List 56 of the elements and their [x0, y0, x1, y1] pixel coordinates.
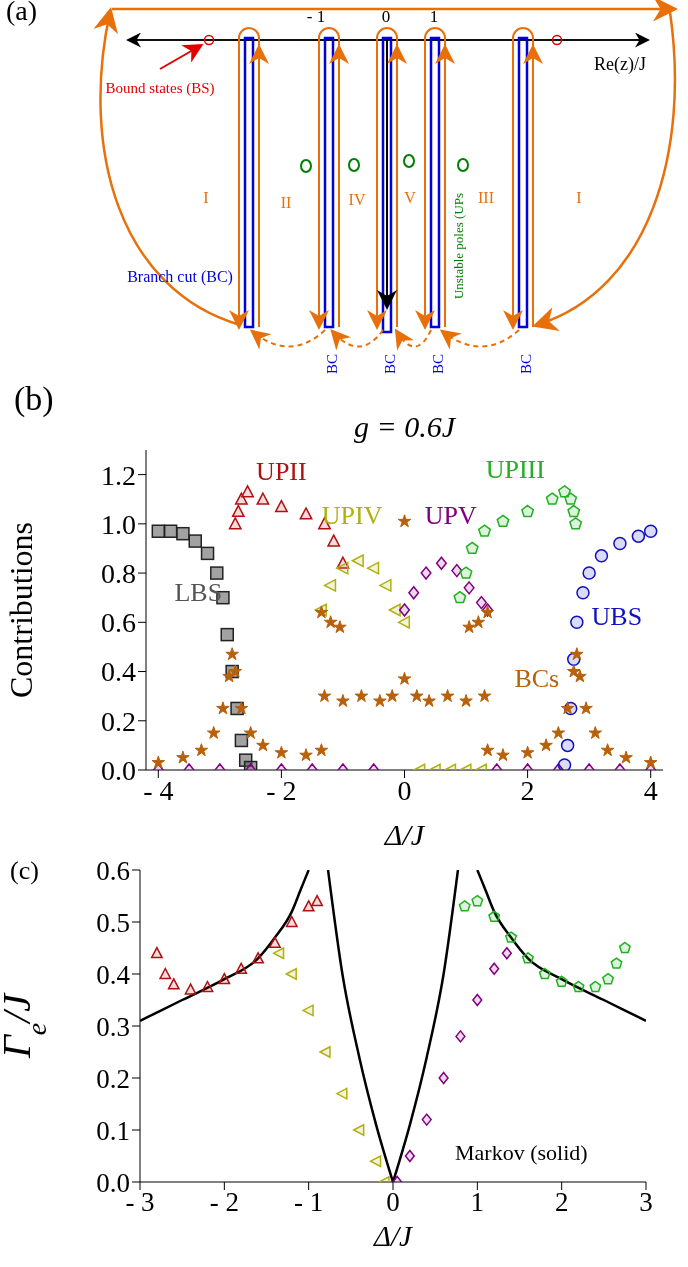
y-axis-title: Contributions [3, 521, 39, 699]
y-tick-label: 0.0 [101, 754, 136, 786]
series-label: BCs [514, 663, 560, 694]
text: Re(z)/J [594, 54, 646, 76]
text: (a) [6, 0, 38, 26]
chart-title: g = 0.6J [352, 410, 457, 444]
series-label: UPIV [321, 501, 383, 532]
text: V [404, 188, 417, 206]
x-tick-label: - 4 [143, 774, 174, 806]
x-tick-label: - 2 [209, 1187, 239, 1218]
text: I [576, 188, 582, 206]
text: (b) [14, 380, 54, 418]
y-tick-label: 0.4 [96, 959, 131, 990]
x-tick-label: 1 [470, 1187, 485, 1218]
x-tick-label: - 1 [294, 1187, 324, 1218]
y-tick-label: 0.5 [96, 907, 130, 938]
y-tick-label: 0.3 [96, 1011, 130, 1042]
x-axis-title: Δ/J [383, 818, 426, 852]
text: III [478, 188, 494, 206]
series-label: UPII [256, 457, 307, 488]
series-label: LBS [174, 577, 223, 608]
x-axis-title: Δ/J [372, 1220, 414, 1253]
text: Unstable poles (UPs [450, 192, 466, 300]
y-tick-label: 0.1 [96, 1115, 130, 1146]
text: I [203, 188, 209, 206]
text: 1 [429, 6, 439, 26]
x-tick-label: 0 [397, 774, 412, 806]
text: II [280, 193, 292, 211]
x-tick-label: 4 [643, 774, 658, 806]
text: IV [348, 190, 366, 208]
y-tick-label: 1.2 [101, 459, 136, 491]
text: 0 [381, 6, 391, 26]
y-tick-label: 0.2 [101, 705, 136, 737]
y-tick-label: 0.4 [101, 656, 136, 688]
x-tick-label: 2 [554, 1187, 569, 1218]
annotation: Markov (solid) [455, 1140, 588, 1166]
text: BC [430, 353, 447, 375]
y-tick-label: 1.0 [101, 508, 136, 540]
text: Bound states (BS) [105, 80, 215, 98]
y-tick-label: 0.0 [96, 1167, 130, 1198]
text: BC [324, 353, 341, 375]
y-tick-label: 0.6 [101, 607, 136, 639]
x-tick-label: 2 [520, 774, 535, 806]
series-label: UPIII [485, 454, 545, 485]
text: (c) [10, 856, 39, 886]
y-tick-label: 0.2 [96, 1063, 130, 1094]
text: - 1 [306, 6, 326, 26]
x-tick-label: 3 [639, 1187, 653, 1218]
x-tick-label: 0 [386, 1187, 400, 1218]
x-tick-label: - 2 [266, 774, 297, 806]
series-label: UPV [424, 501, 477, 532]
y-tick-label: 0.8 [101, 558, 136, 590]
y-tick-label: 0.6 [96, 855, 130, 886]
text: BC [382, 353, 399, 375]
text: BC [518, 353, 535, 375]
series-label: UBS [591, 602, 643, 633]
